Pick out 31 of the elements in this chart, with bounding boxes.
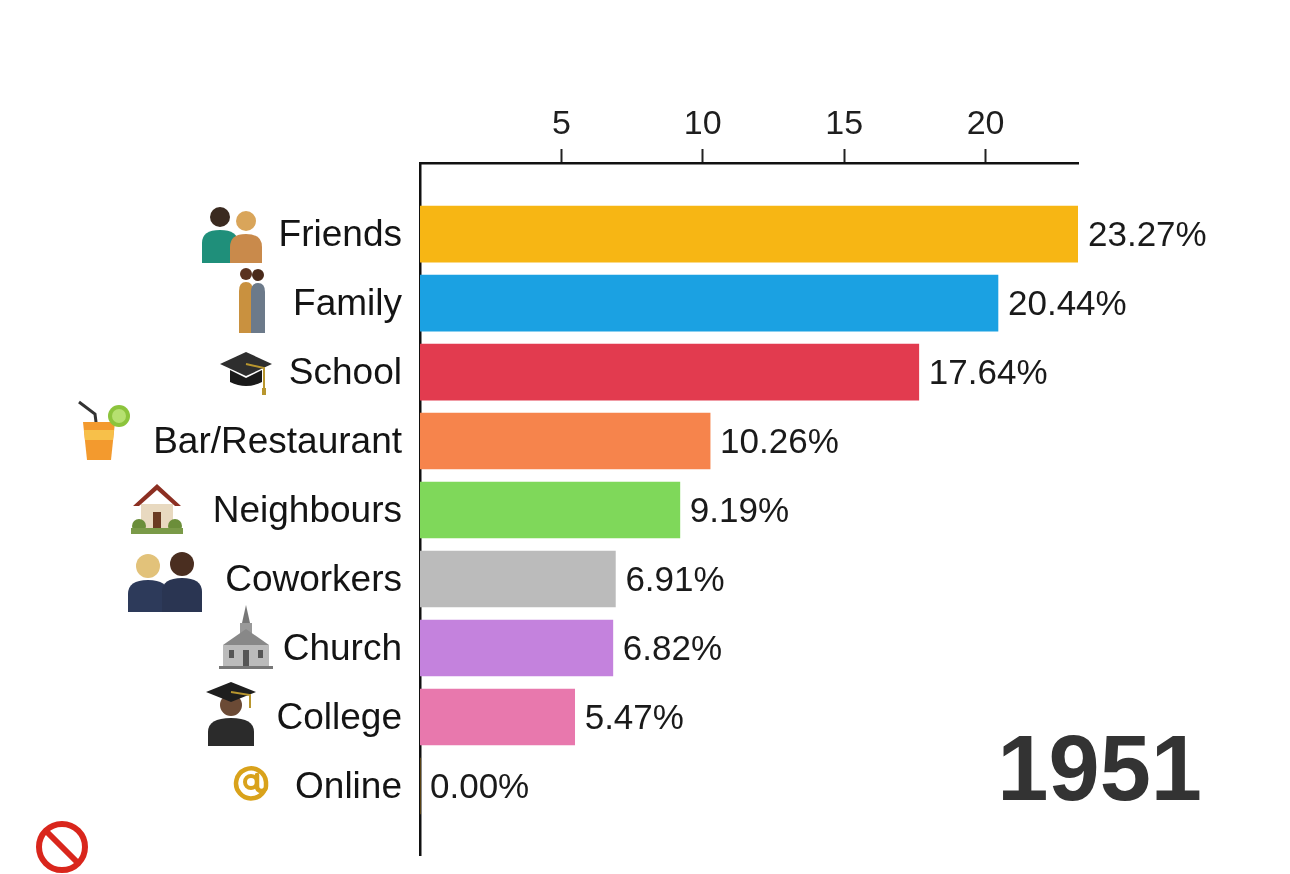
y-tick-label: Friends — [278, 213, 402, 255]
data-label: 5.47% — [584, 696, 684, 736]
y-tick-label: Coworkers — [225, 558, 402, 600]
bar — [420, 205, 1078, 263]
y-tick-label: Family — [293, 282, 403, 324]
data-label: 0.00% — [430, 765, 530, 805]
bar — [420, 550, 616, 608]
x-tick-label: 20 — [966, 102, 1005, 141]
y-tick-label: Bar/Restaurant — [153, 420, 403, 462]
bar — [420, 619, 614, 677]
y-tick-label: Church — [282, 627, 402, 669]
bar — [420, 343, 920, 401]
bar — [420, 274, 999, 332]
x-tick-label: 5 — [551, 102, 571, 141]
data-label: 10.26% — [720, 420, 839, 460]
annotation: 1951 — [997, 717, 1202, 819]
data-label: 6.91% — [625, 558, 725, 598]
data-label: 17.64% — [928, 351, 1048, 391]
y-tick-label: College — [276, 696, 402, 738]
y-tick-label: Neighbours — [212, 489, 402, 531]
x-tick-label: 15 — [825, 102, 864, 141]
x-tick-label: 10 — [683, 102, 722, 141]
y-tick-label: Online — [295, 765, 402, 807]
data-label: 6.82% — [622, 627, 723, 667]
data-label: 23.27% — [1088, 213, 1207, 253]
bar — [420, 481, 681, 539]
bar — [420, 412, 711, 470]
data-label: 20.44% — [1007, 282, 1127, 322]
y-tick-label: School — [288, 351, 402, 393]
data-label: 9.19% — [689, 489, 790, 529]
bar — [420, 688, 575, 746]
